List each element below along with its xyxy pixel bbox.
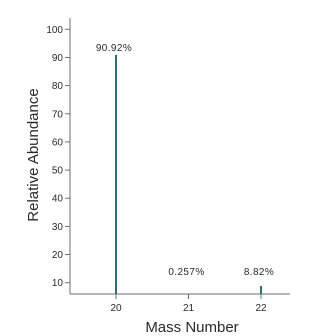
spectrum-sticks [115, 54, 262, 294]
y-tick-label: 10 [52, 278, 64, 289]
y-tick-label: 90 [52, 53, 64, 64]
data-label-mass-20: 90.92% [96, 43, 132, 54]
y-tick-label: 50 [52, 166, 64, 177]
y-tick-label: 30 [52, 222, 64, 233]
y-tick-label: 70 [52, 109, 64, 120]
y-tick-label: 20 [52, 250, 64, 261]
y-tick-label: 40 [52, 194, 64, 205]
y-axis-title: Relative Abundance [25, 88, 42, 221]
x-tick-label: 22 [255, 303, 267, 314]
x-tick-label: 20 [110, 303, 122, 314]
data-label-mass-22: 8.82% [244, 267, 274, 278]
x-tick-label: 21 [183, 303, 195, 314]
data-labels: 90.92% 0.257% 8.82% [96, 43, 274, 278]
y-tick-label: 100 [46, 25, 63, 36]
x-axis: 20 21 22 [70, 293, 290, 314]
y-axis: 10 20 30 40 50 60 70 80 90 100 [46, 18, 71, 294]
y-tick-label: 80 [52, 81, 64, 92]
y-tick-label: 60 [52, 137, 64, 148]
data-label-mass-21: 0.257% [168, 267, 204, 278]
x-axis-title: Mass Number [145, 319, 238, 336]
